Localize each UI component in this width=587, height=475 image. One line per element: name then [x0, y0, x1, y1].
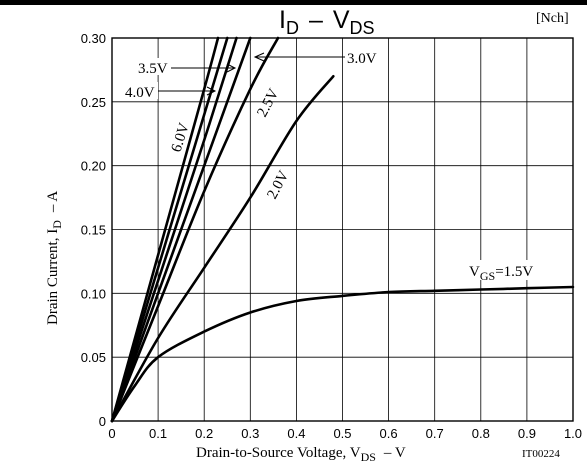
series-line-vgs-35v [110, 36, 238, 423]
y-axis-label: Drain Current, ID– A [45, 191, 64, 325]
label-vgs-40: 4.0V [125, 85, 155, 101]
figure-id: IT00224 [522, 448, 560, 460]
top-rule [0, 0, 587, 5]
series-layer [110, 36, 575, 423]
x-tick-label: 0.6 [380, 426, 398, 441]
x-tick-label: 0.2 [195, 426, 213, 441]
y-tick-label: 0.30 [81, 31, 106, 46]
y-tick-label: 0.15 [81, 223, 106, 238]
x-tick-label: 0.7 [426, 426, 444, 441]
chart-title: ID – VDS [279, 6, 375, 38]
label-vgs-15: VGS=1.5V [469, 264, 533, 283]
series-line-vgs-40v [110, 36, 229, 423]
x-tick-label: 0.1 [149, 426, 167, 441]
x-tick-label: 0.4 [287, 426, 305, 441]
label-vgs-20: 2.0V [264, 168, 292, 202]
axis-ticks: 0 0.1 0.2 0.3 0.4 0.5 0.6 0.7 0.8 0.9 1.0 0 0.05 0.10… [81, 31, 582, 441]
x-tick-label: 1.0 [564, 426, 582, 441]
label-vgs-35: 3.5V [138, 61, 168, 77]
series-line-vgs-30v [110, 36, 252, 423]
y-tick-label: 0 [99, 414, 106, 429]
x-axis-label: Drain-to-Source Voltage, VDS – V [196, 445, 406, 464]
arrowhead-35 [226, 63, 237, 73]
label-bg-vgs [466, 260, 566, 280]
x-tick-label: 0.3 [241, 426, 259, 441]
arrowhead-40 [206, 86, 217, 96]
x-tick-label: 0.9 [518, 426, 536, 441]
arrowhead-30 [253, 52, 265, 62]
y-tick-label: 0.25 [81, 95, 106, 110]
y-tick-label: 0.20 [81, 159, 106, 174]
plot-frame [111, 37, 574, 422]
series-line-vgs-20v [110, 75, 335, 423]
curve-labels: VGS=1.5V 2.0V 2.5V 6.0V 3.0V 3.5V 4.0V [124, 48, 566, 283]
label-vgs-30: 3.0V [347, 51, 377, 67]
label-bg-35 [137, 58, 171, 75]
x-tick-label: 0 [108, 426, 115, 441]
series-line-vgs-15v [110, 285, 575, 423]
channel-tag: [Nch] [536, 11, 569, 26]
label-bg-30 [346, 48, 380, 65]
x-tick-label: 0.5 [333, 426, 351, 441]
series-line-vgs-60v [110, 36, 220, 423]
x-tick-label: 0.8 [472, 426, 490, 441]
label-bg-40 [124, 82, 158, 99]
y-tick-label: 0.05 [81, 350, 106, 365]
label-vgs-25: 2.5V [254, 86, 282, 120]
label-vgs-60: 6.0V [169, 121, 193, 154]
series-line-vgs-25v [110, 36, 280, 423]
y-tick-label: 0.10 [81, 286, 106, 301]
